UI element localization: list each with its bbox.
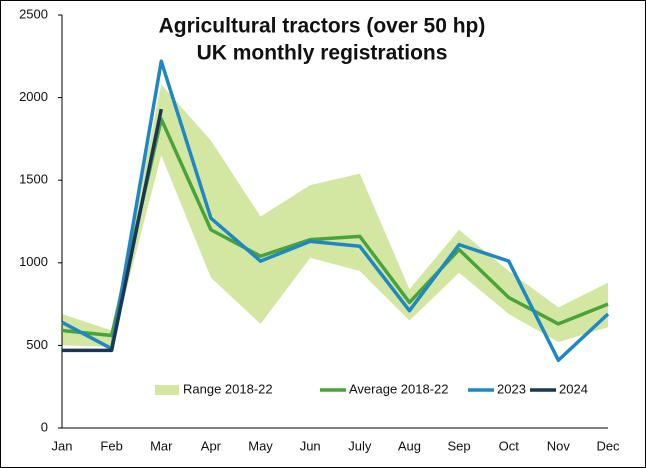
y-tick-label: 2000 <box>19 89 48 104</box>
x-tick-label: Nov <box>547 438 571 453</box>
x-tick-label: Dec <box>596 438 620 453</box>
legend-swatch <box>155 385 179 395</box>
chart-title: UK monthly registrations <box>197 42 448 65</box>
y-tick-label: 0 <box>41 419 48 434</box>
legend-label: 2023 <box>497 381 526 396</box>
y-tick-label: 2500 <box>19 6 48 21</box>
x-tick-label: Apr <box>201 438 222 453</box>
legend-label: 2024 <box>559 381 588 396</box>
x-tick-label: Aug <box>398 438 421 453</box>
chart-title: Agricultural tractors (over 50 hp) <box>159 15 486 38</box>
x-tick-label: Jun <box>300 438 321 453</box>
y-tick-label: 1500 <box>19 172 48 187</box>
x-tick-label: May <box>248 438 273 453</box>
x-tick-label: Oct <box>499 438 520 453</box>
range-area <box>62 84 608 348</box>
series-line <box>62 108 163 353</box>
x-tick-label: Sep <box>448 438 471 453</box>
legend-label: Average 2018-22 <box>349 381 449 396</box>
x-tick-label: Jan <box>52 438 73 453</box>
x-tick-label: Mar <box>150 438 173 453</box>
x-tick-label: July <box>348 438 372 453</box>
series-line <box>61 59 610 363</box>
x-tick-label: Feb <box>100 438 122 453</box>
y-tick-label: 500 <box>26 337 48 352</box>
y-tick-label: 1000 <box>19 254 48 269</box>
legend-label: Range 2018-22 <box>183 381 273 396</box>
